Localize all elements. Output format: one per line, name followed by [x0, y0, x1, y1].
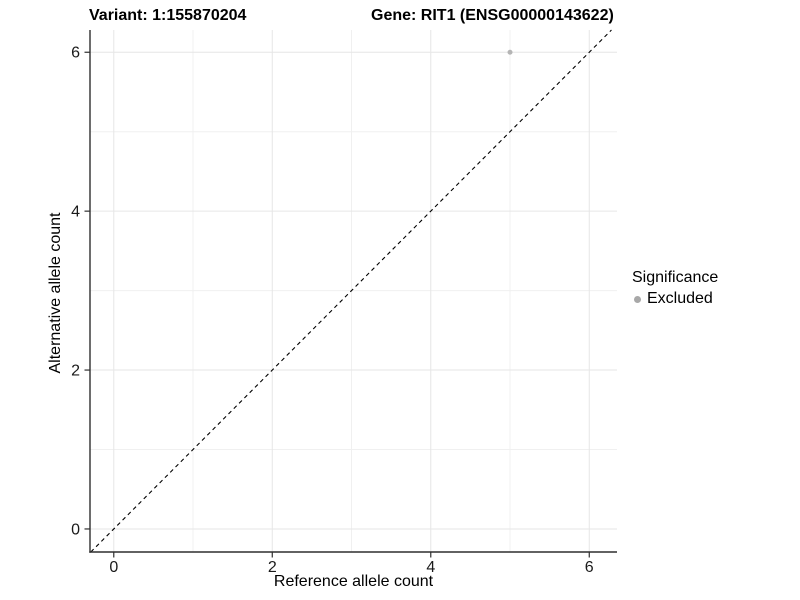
major-gridlines — [90, 30, 617, 552]
x-tick-label: 0 — [109, 559, 118, 576]
x-axis-title: Reference allele count — [273, 573, 434, 590]
data-point — [507, 49, 513, 55]
legend-item-label: Excluded — [647, 290, 713, 307]
x-tick-label: 2 — [268, 559, 277, 576]
excluded-point-icon — [634, 295, 641, 303]
axis-ticks — [84, 51, 590, 558]
y-tick-label: 6 — [71, 45, 80, 62]
x-tick-label: 6 — [585, 559, 594, 576]
y-axis-title: Alternative allele count — [47, 212, 64, 374]
identity-line-group — [90, 29, 612, 553]
minor-gridlines — [90, 30, 617, 552]
y-tick-label: 4 — [71, 204, 80, 221]
axis-lines — [89, 30, 617, 553]
y-tick-label: 2 — [71, 363, 80, 380]
x-tick-label: 4 — [426, 559, 435, 576]
variant-title: Variant: 1:155870204 — [89, 7, 247, 24]
legend-title: Significance — [632, 269, 719, 286]
legend: Significance Excluded — [632, 269, 718, 308]
legend-item-excluded: Excluded — [632, 290, 718, 308]
y-tick-label: 0 — [71, 521, 80, 538]
data-points — [507, 49, 513, 55]
axis-tick-labels: 0 2 4 6 0 2 4 6 — [71, 45, 594, 576]
identity-line — [90, 29, 612, 553]
gene-title: Gene: RIT1 (ENSG00000143622) — [371, 7, 614, 24]
